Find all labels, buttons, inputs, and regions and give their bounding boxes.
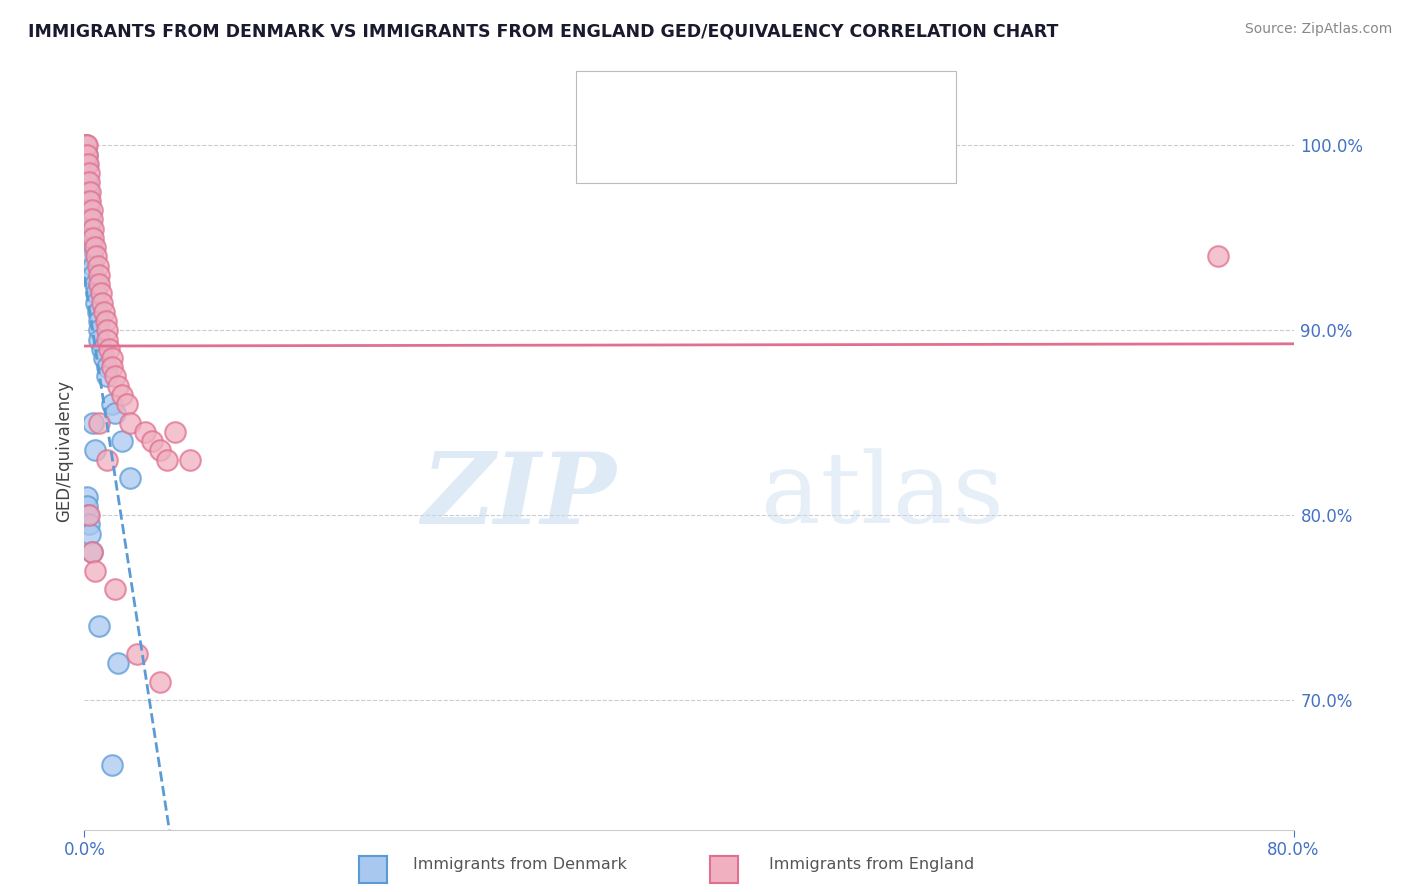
Point xyxy=(77,202,100,217)
Point xyxy=(115,397,138,411)
Point xyxy=(80,202,103,217)
Text: Immigrants from England: Immigrants from England xyxy=(769,857,974,872)
Point xyxy=(141,434,163,449)
Point xyxy=(1206,249,1229,263)
Point xyxy=(75,138,97,153)
Point xyxy=(94,314,117,328)
Point xyxy=(76,490,98,504)
Point xyxy=(77,517,100,532)
Point xyxy=(96,360,118,375)
Point xyxy=(86,286,108,301)
Point xyxy=(76,175,98,189)
Point xyxy=(96,323,118,337)
Point xyxy=(80,212,103,227)
Text: Immigrants from Denmark: Immigrants from Denmark xyxy=(413,857,627,872)
Point xyxy=(89,268,111,282)
Point xyxy=(89,619,111,633)
Point xyxy=(96,333,118,347)
Point xyxy=(76,499,98,513)
Point xyxy=(77,508,100,523)
Point xyxy=(93,305,115,319)
Y-axis label: GED/Equivalency: GED/Equivalency xyxy=(55,379,73,522)
Point xyxy=(76,157,98,171)
Point xyxy=(156,452,179,467)
Point xyxy=(149,443,172,458)
Point xyxy=(89,333,111,347)
Point xyxy=(77,194,100,208)
Point xyxy=(80,545,103,559)
Point xyxy=(111,388,134,402)
Point xyxy=(77,166,100,180)
Point xyxy=(80,249,103,263)
Point xyxy=(84,240,107,254)
Point xyxy=(82,231,104,245)
Point xyxy=(77,212,100,227)
Point xyxy=(79,185,101,199)
Point xyxy=(91,295,114,310)
Point xyxy=(79,231,101,245)
Point xyxy=(149,674,172,689)
Point xyxy=(89,277,111,291)
Point xyxy=(100,757,122,772)
Text: IMMIGRANTS FROM DENMARK VS IMMIGRANTS FROM ENGLAND GED/EQUIVALENCY CORRELATION C: IMMIGRANTS FROM DENMARK VS IMMIGRANTS FR… xyxy=(28,22,1059,40)
Point xyxy=(76,147,98,161)
Point xyxy=(100,360,122,375)
Point xyxy=(86,295,108,310)
Point xyxy=(104,582,127,596)
Point xyxy=(80,545,103,559)
Point xyxy=(134,425,156,439)
Point xyxy=(82,416,104,430)
Point xyxy=(77,185,100,199)
Point xyxy=(96,369,118,384)
Point xyxy=(89,323,111,337)
Point xyxy=(79,194,101,208)
Point xyxy=(77,175,100,189)
Point xyxy=(84,564,107,578)
Point xyxy=(84,443,107,458)
Point xyxy=(100,351,122,365)
Text: R = 0.053   N = 40: R = 0.053 N = 40 xyxy=(640,92,810,110)
Point xyxy=(87,305,110,319)
Point xyxy=(89,416,111,430)
Point xyxy=(89,314,111,328)
Text: ZIP: ZIP xyxy=(422,448,616,544)
Point xyxy=(75,138,97,153)
Point xyxy=(165,425,187,439)
Point xyxy=(76,138,98,153)
Point xyxy=(80,240,103,254)
Point xyxy=(96,452,118,467)
Point xyxy=(107,656,129,670)
Point xyxy=(118,471,141,485)
Point xyxy=(97,342,120,356)
Point xyxy=(76,147,98,161)
Point xyxy=(93,351,115,365)
Text: atlas: atlas xyxy=(762,448,1004,544)
Point xyxy=(82,268,104,282)
Point xyxy=(77,508,100,523)
Point xyxy=(104,407,127,421)
Point xyxy=(104,369,127,384)
Text: R = 0.070   N = 46: R = 0.070 N = 46 xyxy=(640,134,810,152)
Point xyxy=(100,397,122,411)
Point xyxy=(90,286,112,301)
Point xyxy=(118,416,141,430)
Point xyxy=(79,221,101,235)
Point xyxy=(86,249,108,263)
Point xyxy=(107,378,129,392)
Point xyxy=(111,434,134,449)
Text: Source: ZipAtlas.com: Source: ZipAtlas.com xyxy=(1244,22,1392,37)
Point xyxy=(179,452,201,467)
Point xyxy=(82,259,104,273)
Point xyxy=(127,647,149,661)
Point xyxy=(77,157,100,171)
Point xyxy=(82,221,104,235)
Point xyxy=(79,526,101,541)
Point xyxy=(91,342,114,356)
Point xyxy=(84,277,107,291)
Point xyxy=(87,259,110,273)
